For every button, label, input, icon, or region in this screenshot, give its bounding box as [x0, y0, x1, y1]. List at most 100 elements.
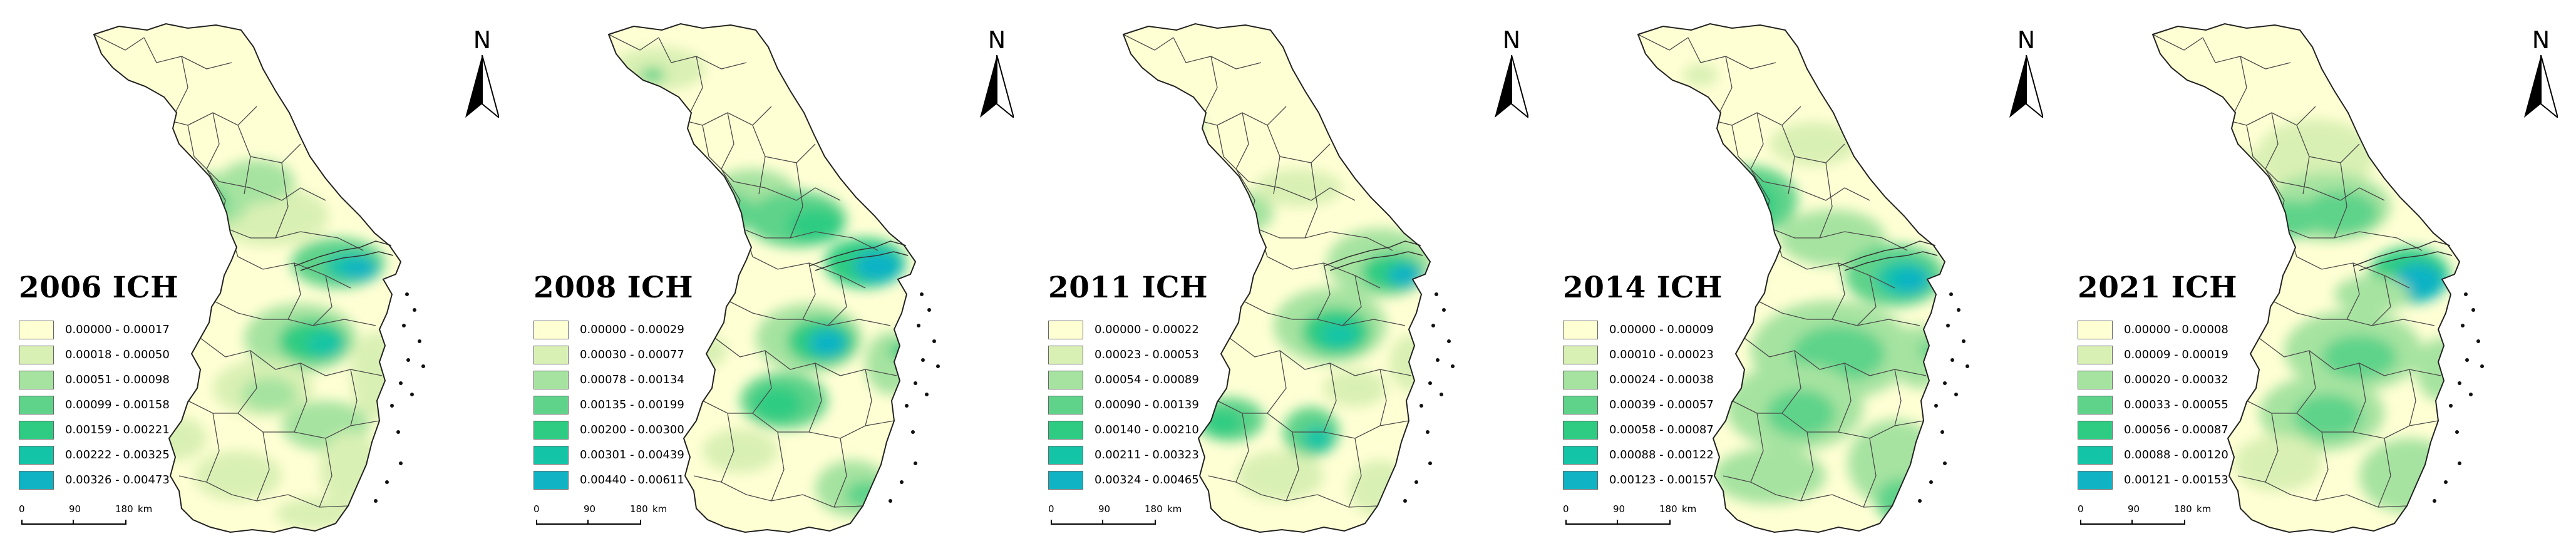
island [2480, 364, 2484, 368]
city-boundary [1123, 34, 1174, 51]
density-patch [1180, 118, 1205, 133]
city-boundary [752, 125, 816, 163]
density-patch [1704, 166, 1798, 235]
city-boundary [1857, 275, 1877, 326]
city-boundary [187, 400, 380, 439]
island [405, 292, 409, 296]
legend-swatch [19, 371, 54, 389]
density-patch [1713, 448, 1826, 504]
density-patch [2334, 275, 2409, 313]
legend-item: 0.00200 - 0.00300 [533, 418, 721, 443]
density-patch [1766, 389, 1835, 437]
scale-mid-tick [73, 520, 74, 525]
island [900, 480, 904, 484]
island [1447, 339, 1451, 343]
legend-item: 0.00033 - 0.00055 [2078, 393, 2265, 418]
city-boundary [1242, 300, 1406, 326]
city-boundary [1781, 350, 1801, 414]
city-boundary [721, 112, 734, 170]
density-patch [319, 432, 382, 507]
city-boundary [237, 350, 257, 414]
city-boundary [1731, 125, 1870, 201]
island [1962, 339, 1965, 343]
city-boundary [1832, 262, 1845, 320]
island [399, 461, 403, 465]
city-boundary [2237, 475, 2408, 508]
island [1442, 308, 1446, 312]
legend-range-label: 0.00010 - 0.00023 [1609, 348, 1714, 361]
legend-swatch [19, 396, 54, 414]
legend-range-label: 0.00088 - 0.00120 [2124, 448, 2228, 461]
scale-bar: 0 90 180 km [2076, 503, 2264, 528]
density-patch [241, 377, 297, 412]
island [374, 499, 378, 503]
island [1403, 499, 1407, 503]
legend-swatch [1048, 396, 1083, 414]
legend-range-label: 0.00030 - 0.00077 [580, 348, 684, 361]
island [421, 364, 425, 368]
city-boundary [1638, 34, 1689, 51]
city-boundary [1863, 438, 1877, 508]
north-arrow: N [1490, 26, 1533, 120]
density-patch [640, 68, 665, 83]
density-patch [1770, 122, 1857, 166]
legend-swatch [1563, 346, 1598, 364]
river-line [2359, 251, 2453, 271]
density-patch [809, 329, 847, 357]
city-boundary [2265, 112, 2279, 170]
island [1949, 292, 1953, 296]
legend-swatch [1563, 396, 1598, 414]
scale-mid-tick [1617, 520, 1618, 525]
city-boundary [1788, 156, 1795, 195]
city-boundary [244, 156, 251, 195]
north-arrow-icon [465, 55, 499, 118]
scale-tick-label: 180 [1659, 503, 1677, 515]
city-boundary [1217, 400, 1409, 439]
density-patch [2303, 191, 2378, 235]
north-label: N [2017, 26, 2036, 54]
city-boundary [206, 112, 220, 170]
city-boundary [1323, 363, 1337, 433]
city-boundary [1235, 112, 1249, 170]
density-patch [703, 429, 778, 473]
density-patch [2359, 438, 2460, 513]
island [413, 308, 416, 312]
island [1965, 364, 1969, 368]
map-svg [93, 23, 425, 533]
island [917, 324, 920, 327]
legend-item: 0.00020 - 0.00032 [2078, 368, 2265, 393]
legend-range-label: 0.00222 - 0.00325 [65, 448, 170, 461]
city-boundary [2265, 413, 2279, 483]
city-boundary [1819, 162, 1833, 239]
scale-bar: 0 90 180 km [1047, 503, 1235, 528]
island [1950, 358, 1954, 362]
map-title: 2008 ICH [533, 270, 693, 305]
island [410, 393, 414, 396]
city-boundary [237, 125, 301, 163]
island [1929, 480, 1933, 484]
legend-item: 0.00054 - 0.00089 [1048, 368, 1236, 393]
legend-range-label: 0.00033 - 0.00055 [2124, 398, 2228, 411]
city-boundary [1800, 431, 1814, 502]
city-boundary [1723, 475, 1893, 508]
island [914, 381, 917, 385]
island [2465, 358, 2469, 362]
river-line [1323, 240, 1421, 267]
legend-range-label: 0.00000 - 0.00029 [580, 323, 684, 336]
island [2455, 430, 2459, 434]
island [1436, 358, 1440, 362]
city-boundary [1267, 125, 1331, 163]
city-boundary [2296, 350, 2316, 414]
scale-tick-label: 90 [1098, 503, 1111, 515]
city-boundary [744, 232, 866, 289]
city-boundary [350, 369, 358, 426]
river-line [1844, 251, 1938, 271]
north-label: N [1502, 26, 1521, 54]
island [2461, 324, 2465, 327]
city-boundary [1235, 413, 1249, 483]
density-patch [2294, 394, 2362, 438]
legend-item: 0.00000 - 0.00029 [533, 318, 721, 343]
scale-mid-tick [587, 520, 589, 525]
north-arrow-icon [1495, 55, 1528, 118]
scale-bar: 0 90 180 km [532, 503, 720, 528]
